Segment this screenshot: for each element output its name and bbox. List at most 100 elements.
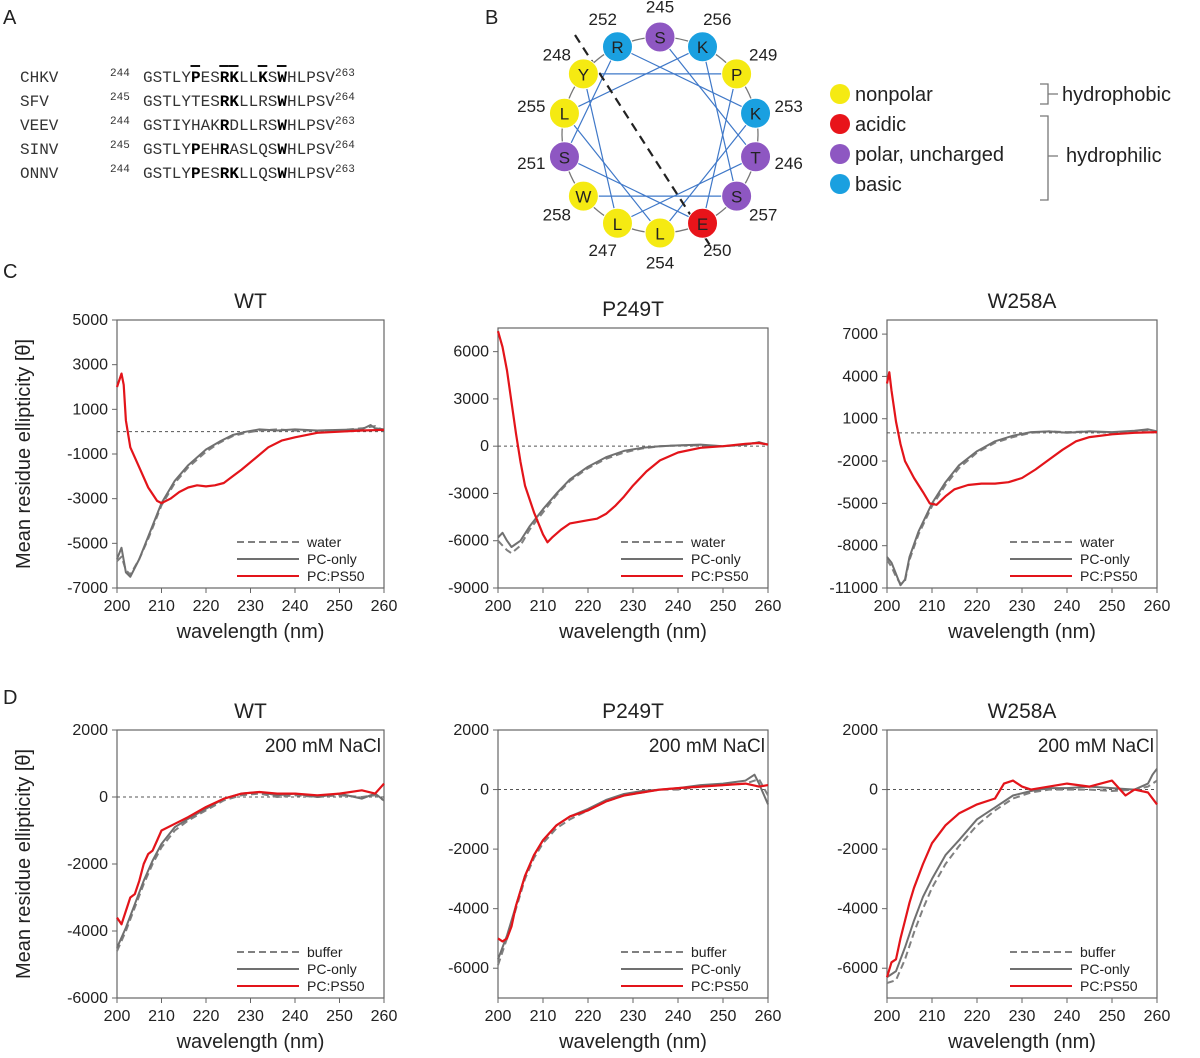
- y-tick-label: 7000: [842, 326, 878, 343]
- residue-letter: G: [143, 165, 153, 183]
- chart-D-P249T: -6000 -4000 -2000 0 2000 200 210 220 230 240 250 26…: [448, 700, 781, 1053]
- alignment-end: 263: [335, 164, 355, 176]
- residue-letter: D: [229, 117, 239, 135]
- series-PC-only: [116, 791, 385, 949]
- legend-label-water: water: [1079, 534, 1115, 550]
- residue-letter: T: [162, 165, 172, 183]
- residue-247: [601, 207, 633, 239]
- alignment-virus: SFV: [20, 93, 49, 111]
- residue-letter: Q: [258, 165, 268, 183]
- helical-wheel: S 245 K 256 P 249 K 253 T 246 S 257 E 250 L 254 L 247 W258…: [517, 0, 803, 273]
- chart-title: WT: [234, 290, 267, 313]
- plot-frame: [497, 729, 769, 999]
- residue-letter: P: [191, 141, 201, 159]
- residue-letter: S: [153, 93, 163, 111]
- residue-letter: L: [249, 117, 259, 135]
- alignment-start: 244: [110, 68, 130, 80]
- x-tick-label: 230: [1009, 1008, 1036, 1025]
- residue-letter: E: [201, 69, 211, 87]
- residue-letter: L: [297, 117, 307, 135]
- y-tick-label: 0: [480, 438, 489, 455]
- residue-letter-249: P: [731, 65, 742, 84]
- residue-number-249: 249: [749, 46, 777, 65]
- residue-letter: H: [191, 117, 201, 135]
- legend-swatch-polar: [830, 144, 850, 164]
- y-tick-label: -9000: [448, 580, 489, 597]
- residue-letter: L: [249, 69, 259, 87]
- residue-letter: S: [210, 93, 220, 111]
- residue-number-258: 258: [543, 205, 571, 224]
- residue-252: [601, 31, 633, 63]
- chart-D-WT: -6000 -4000 -2000 0 2000 200 210 220 230 240 250 26…: [13, 700, 397, 1053]
- x-tick-label: 250: [326, 1008, 353, 1025]
- residue-letter: K: [229, 165, 239, 183]
- wheel-connection: [659, 112, 757, 234]
- legend-swatch-acidic: [830, 114, 850, 134]
- alignment-virus: VEEV: [20, 117, 59, 135]
- panel-label-a: A: [3, 7, 17, 29]
- bracket-hydrophilic: [1040, 115, 1058, 201]
- series-PC:PS50: [116, 782, 385, 926]
- alignment-sequence: 245 GSTLYTESRKLLRSWHLPSV264: [110, 92, 355, 111]
- series-PC:PS50: [496, 330, 769, 544]
- residue-letter: Q: [258, 141, 268, 159]
- residue-letter: R: [258, 93, 268, 111]
- residue-letter: S: [316, 93, 326, 111]
- legend-label-PC:PS50: PC:PS50: [1080, 568, 1138, 584]
- x-tick-label: 220: [193, 598, 220, 615]
- chart-title: P249T: [602, 298, 664, 321]
- series-water: [497, 441, 769, 555]
- residue-251: [548, 141, 580, 173]
- wheel-connection: [701, 46, 738, 197]
- alignment-start: 245: [110, 92, 130, 104]
- legend-label-PC-only: PC-only: [1080, 551, 1130, 567]
- chart-C-P249T: -9000 -6000 -3000 0 3000 6000 200 210 220 230 240 2…: [448, 298, 781, 643]
- x-tick-label: 250: [1099, 598, 1126, 615]
- y-tick-label: -3000: [67, 491, 108, 508]
- wheel-connection: [564, 46, 703, 114]
- residue-letter-256: K: [697, 38, 709, 57]
- residue-number-247: 247: [589, 241, 617, 260]
- residue-letter: S: [153, 141, 163, 159]
- x-tick-label: 260: [371, 1008, 398, 1025]
- residue-letter: A: [201, 117, 211, 135]
- legend-label-buffer: buffer: [691, 944, 727, 960]
- alignment-virus: CHKV: [20, 69, 59, 87]
- residue-letter: V: [325, 165, 335, 183]
- x-tick-label: 210: [919, 1008, 946, 1025]
- series-PC-only: [116, 424, 385, 578]
- series-buffer: [497, 778, 769, 966]
- residue-letter: L: [239, 69, 249, 87]
- residue-letter: G: [143, 93, 153, 111]
- residue-letter: W: [277, 117, 287, 135]
- x-tick-label: 260: [755, 1008, 782, 1025]
- residue-letter: G: [143, 117, 153, 135]
- y-tick-label: -2000: [837, 453, 878, 470]
- series-PC-only: [886, 768, 1158, 979]
- y-tick-label: -5000: [837, 495, 878, 512]
- group-hydrophobic: hydrophobic: [1062, 84, 1171, 106]
- residue-246: [740, 141, 772, 173]
- residue-class-legend: nonpolar acidic polar, uncharged basic hydro…: [830, 83, 1171, 201]
- residue-letter: L: [297, 141, 307, 159]
- x-tick-label: 260: [1144, 598, 1171, 615]
- residue-letter: E: [201, 165, 211, 183]
- residue-letter: A: [229, 141, 239, 159]
- residue-letter: W: [277, 69, 287, 87]
- legend-label-acidic: acidic: [855, 114, 906, 136]
- alignment-start: 244: [110, 116, 130, 128]
- residue-letter: L: [239, 93, 249, 111]
- alignment-start: 245: [110, 140, 130, 152]
- bracket-hydrophobic: [1040, 83, 1058, 105]
- x-axis-label: wavelength (nm): [558, 621, 707, 643]
- legend-label-PC:PS50: PC:PS50: [307, 568, 365, 584]
- plot-frame: [116, 319, 385, 589]
- y-tick-label: -4000: [837, 901, 878, 918]
- residue-letter: W: [277, 165, 287, 183]
- x-tick-label: 210: [530, 598, 557, 615]
- x-tick-label: 220: [964, 1008, 991, 1025]
- residue-number-245: 245: [646, 0, 674, 17]
- y-tick-label: 4000: [842, 368, 878, 385]
